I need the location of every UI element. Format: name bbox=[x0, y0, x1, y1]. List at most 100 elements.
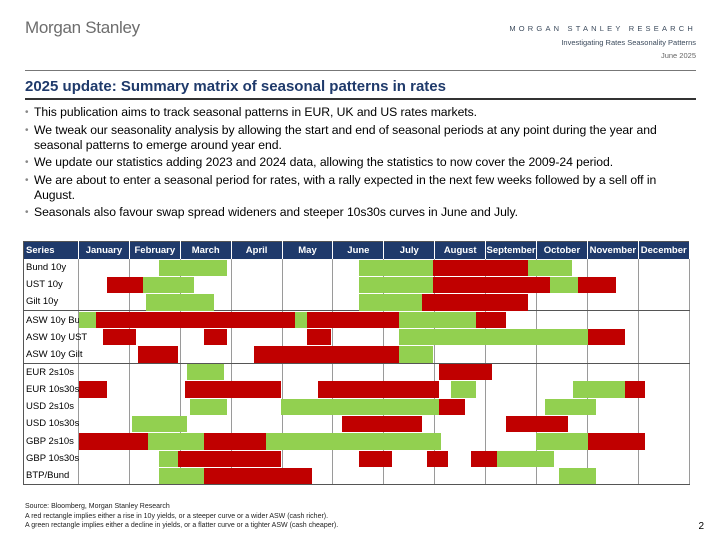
month-cell bbox=[434, 398, 487, 416]
month-cell bbox=[78, 449, 130, 467]
month-cell bbox=[78, 432, 130, 450]
month-cell bbox=[587, 293, 639, 312]
month-cell bbox=[587, 398, 639, 416]
month-cell bbox=[485, 310, 538, 329]
month-cell bbox=[383, 466, 436, 485]
matrix-row: Gilt 10y bbox=[23, 293, 690, 312]
month-cell bbox=[282, 310, 334, 329]
report-title: Investigating Rates Seasonality Patterns bbox=[561, 38, 696, 47]
month-cell bbox=[332, 345, 385, 364]
month-cell bbox=[536, 345, 588, 364]
month-cell bbox=[383, 345, 436, 364]
month-cell bbox=[485, 466, 538, 485]
matrix-row: ASW 10y Bund bbox=[23, 310, 690, 329]
month-cell bbox=[434, 363, 487, 382]
month-header: November bbox=[587, 241, 639, 259]
series-header: Series bbox=[23, 241, 79, 259]
month-cell bbox=[638, 276, 690, 294]
month-cell bbox=[383, 310, 436, 329]
matrix-row: USD 2s10s bbox=[23, 398, 690, 416]
research-label: MORGAN STANLEY RESEARCH bbox=[509, 24, 696, 33]
month-cell bbox=[536, 415, 588, 433]
month-cell bbox=[231, 293, 283, 312]
month-cell bbox=[332, 276, 385, 294]
matrix-body: Bund 10y UST 10y Gilt 10y ASW 10y Bund ASW 1… bbox=[23, 259, 690, 485]
month-cell bbox=[638, 432, 690, 450]
matrix-row: Bund 10y bbox=[23, 259, 690, 277]
month-cell bbox=[180, 398, 232, 416]
month-cell bbox=[638, 466, 690, 485]
month-cell bbox=[536, 398, 588, 416]
month-cell bbox=[485, 259, 538, 277]
matrix-header-row: Series January February March April May … bbox=[23, 241, 690, 259]
month-cell bbox=[129, 276, 181, 294]
month-header: September bbox=[485, 241, 538, 259]
month-cell bbox=[485, 381, 538, 399]
month-cell bbox=[231, 466, 283, 485]
bullet-item: Seasonals also favour swap spread widene… bbox=[25, 205, 697, 220]
month-cell bbox=[231, 398, 283, 416]
matrix-row: EUR 10s30s bbox=[23, 381, 690, 399]
month-cell bbox=[383, 259, 436, 277]
month-cell bbox=[383, 415, 436, 433]
month-cell bbox=[434, 293, 487, 312]
source-note: Source: Bloomberg, Morgan Stanley Resear… bbox=[25, 503, 170, 510]
month-cell bbox=[434, 466, 487, 485]
matrix-row: ASW 10y UST bbox=[23, 328, 690, 346]
matrix-row: USD 10s30s bbox=[23, 415, 690, 433]
month-cell bbox=[434, 432, 487, 450]
month-cell bbox=[332, 363, 385, 382]
series-label: ASW 10y Gilt bbox=[23, 345, 83, 364]
month-cell bbox=[536, 432, 588, 450]
month-cell bbox=[180, 381, 232, 399]
month-header: February bbox=[129, 241, 181, 259]
brand-logo: Morgan Stanley bbox=[25, 18, 140, 37]
month-cell bbox=[282, 449, 334, 467]
series-label: Gilt 10y bbox=[23, 293, 79, 312]
month-cell bbox=[282, 381, 334, 399]
month-header: October bbox=[536, 241, 588, 259]
month-cell bbox=[332, 398, 385, 416]
month-cell bbox=[129, 345, 181, 364]
month-cell bbox=[282, 415, 334, 433]
month-cell bbox=[78, 363, 130, 382]
month-cell bbox=[536, 310, 588, 329]
title-divider bbox=[25, 98, 696, 100]
month-cell bbox=[536, 381, 588, 399]
month-cell bbox=[383, 328, 436, 346]
month-cell bbox=[282, 432, 334, 450]
month-cell bbox=[180, 293, 232, 312]
month-cell bbox=[587, 328, 639, 346]
month-cell bbox=[332, 466, 385, 485]
month-cell bbox=[129, 328, 181, 346]
month-cell bbox=[587, 466, 639, 485]
month-cell bbox=[383, 293, 436, 312]
month-cell bbox=[129, 449, 181, 467]
matrix-table: Series January February March April May … bbox=[23, 241, 690, 485]
month-cell bbox=[485, 293, 538, 312]
series-label: EUR 10s30s bbox=[23, 381, 79, 399]
month-header: March bbox=[180, 241, 232, 259]
series-label: USD 2s10s bbox=[23, 398, 79, 416]
month-cell bbox=[282, 328, 334, 346]
month-cell bbox=[129, 363, 181, 382]
green-legend-note: A green rectangle implies either a decli… bbox=[25, 522, 339, 529]
month-cell bbox=[485, 363, 538, 382]
month-cell bbox=[434, 276, 487, 294]
month-cell bbox=[282, 345, 334, 364]
series-label: BTP/Bund bbox=[23, 466, 79, 485]
matrix-row: GBP 10s30s bbox=[23, 449, 690, 467]
month-cell bbox=[587, 259, 639, 277]
series-label: ASW 10y Bund bbox=[23, 310, 90, 329]
month-cell bbox=[638, 259, 690, 277]
month-cell bbox=[587, 432, 639, 450]
month-cell bbox=[638, 415, 690, 433]
month-cell bbox=[332, 328, 385, 346]
month-cell bbox=[180, 310, 232, 329]
month-cell bbox=[383, 449, 436, 467]
month-cell bbox=[587, 363, 639, 382]
month-cell bbox=[383, 381, 436, 399]
red-legend-note: A red rectangle implies either a rise in… bbox=[25, 512, 329, 520]
month-cell bbox=[282, 363, 334, 382]
month-cell bbox=[638, 310, 690, 329]
